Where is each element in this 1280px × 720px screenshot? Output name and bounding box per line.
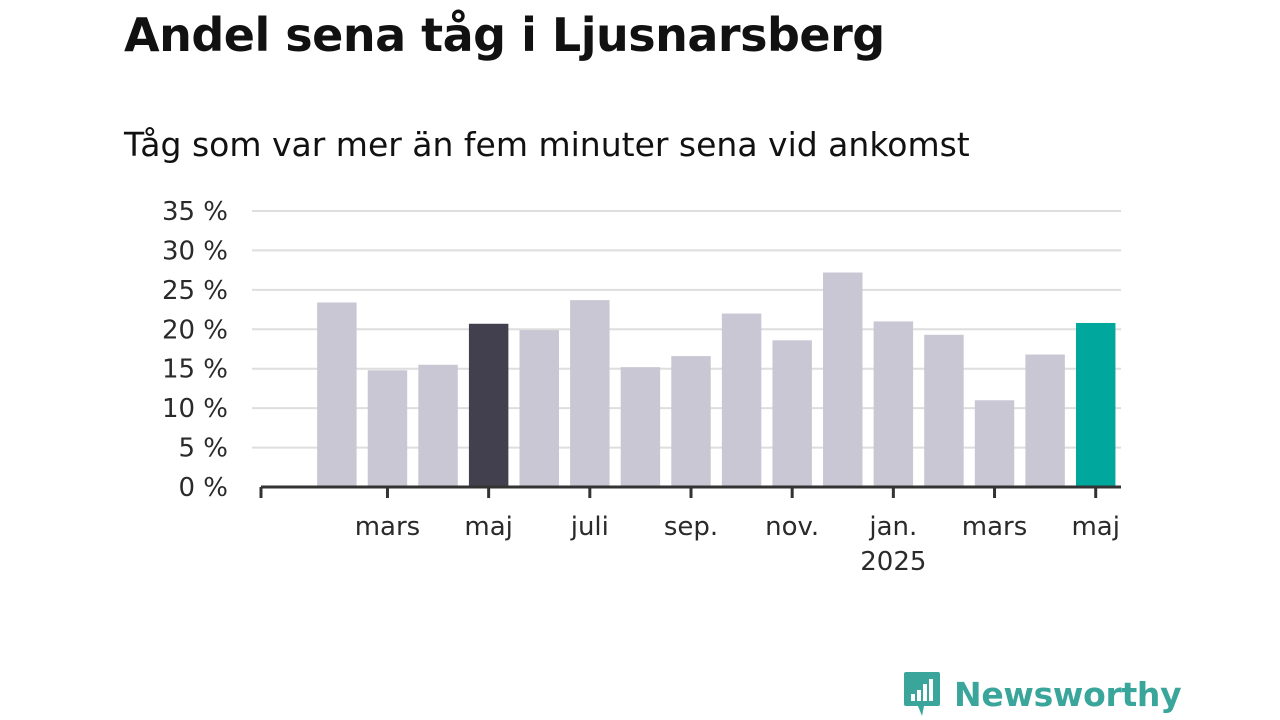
brand-footer: Newsworthy xyxy=(902,670,1182,718)
bar xyxy=(671,356,711,487)
y-tick-label: 30 % xyxy=(162,236,228,266)
y-tick-label: 20 % xyxy=(162,315,228,345)
bar xyxy=(924,334,964,487)
bar xyxy=(1025,354,1065,487)
bar xyxy=(519,330,559,487)
y-tick-label: 10 % xyxy=(162,394,228,424)
bar xyxy=(1075,322,1116,487)
bar xyxy=(974,400,1015,487)
x-tick-label: juli xyxy=(570,512,609,542)
x-tick-label: nov. xyxy=(765,512,819,542)
bar xyxy=(721,313,762,487)
x-tick-label: jan. xyxy=(868,512,917,542)
bar xyxy=(873,321,914,487)
x-tick-label: sep. xyxy=(664,512,718,542)
bar xyxy=(772,340,812,487)
y-tick-label: 35 % xyxy=(162,197,228,227)
x-tick-year-label: 2025 xyxy=(860,547,926,577)
bar xyxy=(367,370,408,487)
y-tick-label: 15 % xyxy=(162,355,228,385)
bar xyxy=(570,300,610,487)
x-tick-label: maj xyxy=(1071,512,1119,542)
bar xyxy=(317,302,357,487)
bar-chart: 0 % 5 % 10 % 15 % 20 % 25 % 30 % 35 % mars maj jul… xyxy=(162,197,1121,577)
x-tick-label: mars xyxy=(962,512,1028,542)
bar xyxy=(468,323,509,487)
y-tick-label: 5 % xyxy=(178,434,228,464)
bar xyxy=(620,367,661,487)
bar xyxy=(418,364,458,487)
newsworthy-logo-icon xyxy=(904,672,940,716)
chart-title: Andel sena tåg i Ljusnarsberg xyxy=(124,8,885,62)
bar xyxy=(823,272,863,487)
x-tick-label: mars xyxy=(355,512,421,542)
chart-subtitle: Tåg som var mer än fem minuter sena vid … xyxy=(124,125,970,164)
brand-name: Newsworthy xyxy=(954,674,1182,714)
y-tick-label: 25 % xyxy=(162,276,228,306)
x-tick-label: maj xyxy=(464,512,512,542)
y-tick-label: 0 % xyxy=(178,473,228,503)
